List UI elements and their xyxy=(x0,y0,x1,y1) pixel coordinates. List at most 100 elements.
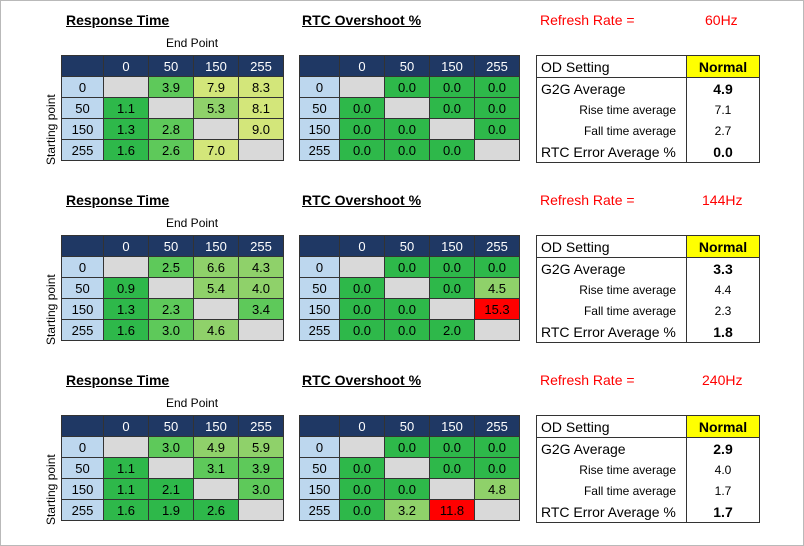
rt-cell: 1.1 xyxy=(103,97,149,119)
os-cell: 0.0 xyxy=(429,256,475,278)
col-header: 0 xyxy=(339,235,385,257)
col-header: 255 xyxy=(474,415,520,437)
cell-empty xyxy=(474,139,520,161)
row-header: 0 xyxy=(299,256,340,278)
od-setting-value: Normal xyxy=(686,415,760,438)
os-cell: 0.0 xyxy=(429,97,475,119)
header-corner xyxy=(61,235,104,257)
rt-cell: 4.9 xyxy=(193,436,239,458)
summary-table: OD Setting Normal G2G Average 4.9 Rise t… xyxy=(536,55,760,163)
row-header: 255 xyxy=(299,139,340,161)
fall-time-label: Fall time average xyxy=(536,300,687,321)
col-header: 150 xyxy=(429,415,475,437)
rt-cell: 3.0 xyxy=(148,436,194,458)
row-header: 255 xyxy=(299,499,340,521)
cell-empty xyxy=(103,256,149,278)
cell-empty xyxy=(193,298,239,320)
rt-cell: 2.6 xyxy=(148,139,194,161)
col-header: 0 xyxy=(103,235,149,257)
row-header: 0 xyxy=(61,436,104,458)
rise-time-label: Rise time average xyxy=(536,279,687,300)
g2g-average-label: G2G Average xyxy=(536,257,687,279)
g2g-average-label: G2G Average xyxy=(536,77,687,99)
g2g-average-value: 2.9 xyxy=(686,437,760,459)
cell-empty xyxy=(238,139,284,161)
os-cell: 0.0 xyxy=(339,139,385,161)
rt-cell: 7.9 xyxy=(193,76,239,98)
col-header: 255 xyxy=(474,235,520,257)
refresh-rate-value: 240Hz xyxy=(702,372,743,388)
rt-cell: 3.9 xyxy=(148,76,194,98)
rt-cell: 5.9 xyxy=(238,436,284,458)
os-cell: 0.0 xyxy=(339,499,385,521)
cell-empty xyxy=(339,76,385,98)
os-cell: 0.0 xyxy=(384,436,430,458)
os-cell: 15.3 xyxy=(474,298,520,320)
cell-empty xyxy=(148,457,194,479)
row-header: 0 xyxy=(299,76,340,98)
col-header: 150 xyxy=(193,415,239,437)
col-header: 150 xyxy=(429,235,475,257)
row-header: 0 xyxy=(61,256,104,278)
cell-empty xyxy=(103,436,149,458)
rise-time-value: 4.0 xyxy=(686,459,760,480)
os-cell: 3.2 xyxy=(384,499,430,521)
rtc-error-label: RTC Error Average % xyxy=(536,141,687,163)
rtc-error-value: 1.8 xyxy=(686,321,760,343)
cell-empty xyxy=(193,478,239,500)
row-header: 150 xyxy=(61,118,104,140)
row-header: 50 xyxy=(299,97,340,119)
col-header: 0 xyxy=(103,415,149,437)
rt-cell: 7.0 xyxy=(193,139,239,161)
os-cell: 0.0 xyxy=(429,436,475,458)
cell-empty xyxy=(193,118,239,140)
od-setting-label: OD Setting xyxy=(536,415,687,438)
cell-empty xyxy=(238,499,284,521)
os-cell: 0.0 xyxy=(474,436,520,458)
refresh-rate-value: 144Hz xyxy=(702,192,743,208)
col-header: 255 xyxy=(474,55,520,77)
col-header: 0 xyxy=(339,415,385,437)
cell-empty xyxy=(429,118,475,140)
col-header: 50 xyxy=(148,55,194,77)
row-header: 150 xyxy=(61,478,104,500)
os-cell: 0.0 xyxy=(384,118,430,140)
end-point-label: End Point xyxy=(166,36,219,50)
row-header: 0 xyxy=(299,436,340,458)
header-corner xyxy=(299,55,340,77)
row-header: 150 xyxy=(61,298,104,320)
rt-cell: 1.3 xyxy=(103,118,149,140)
rt-cell: 0.9 xyxy=(103,277,149,299)
row-header: 50 xyxy=(299,277,340,299)
g2g-average-label: G2G Average xyxy=(536,437,687,459)
os-cell: 0.0 xyxy=(339,277,385,299)
cell-empty xyxy=(148,97,194,119)
os-cell: 0.0 xyxy=(474,457,520,479)
row-header: 150 xyxy=(299,298,340,320)
col-header: 255 xyxy=(238,415,284,437)
rt-cell: 5.4 xyxy=(193,277,239,299)
fall-time-value: 1.7 xyxy=(686,480,760,501)
os-cell: 0.0 xyxy=(339,118,385,140)
header-corner xyxy=(61,415,104,437)
rt-cell: 3.0 xyxy=(238,478,284,500)
row-header: 255 xyxy=(61,139,104,161)
rt-cell: 2.6 xyxy=(193,499,239,521)
col-header: 50 xyxy=(384,235,430,257)
rt-cell: 5.3 xyxy=(193,97,239,119)
col-header: 150 xyxy=(193,235,239,257)
rtc-overshoot-title: RTC Overshoot % xyxy=(302,372,422,388)
rtc-error-value: 1.7 xyxy=(686,501,760,523)
os-cell: 0.0 xyxy=(339,298,385,320)
summary-table: OD Setting Normal G2G Average 2.9 Rise t… xyxy=(536,415,760,523)
rt-cell: 2.3 xyxy=(148,298,194,320)
os-cell: 4.8 xyxy=(474,478,520,500)
rt-cell: 1.6 xyxy=(103,319,149,341)
summary-table: OD Setting Normal G2G Average 3.3 Rise t… xyxy=(536,235,760,343)
row-header: 50 xyxy=(61,97,104,119)
cell-empty xyxy=(384,277,430,299)
rtc-error-label: RTC Error Average % xyxy=(536,321,687,343)
col-header: 50 xyxy=(148,415,194,437)
col-header: 0 xyxy=(103,55,149,77)
end-point-label: End Point xyxy=(166,396,219,410)
